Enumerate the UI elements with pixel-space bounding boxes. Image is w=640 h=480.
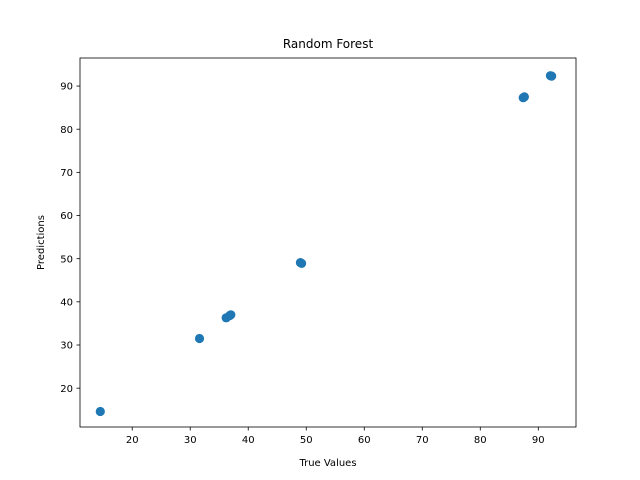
y-tick-label: 60 xyxy=(60,211,73,222)
x-tick-label: 50 xyxy=(300,435,313,446)
x-tick-label: 60 xyxy=(358,435,371,446)
y-tick-label: 20 xyxy=(60,384,73,395)
scatter-point xyxy=(547,71,557,81)
scatter-point xyxy=(194,333,205,344)
x-axis-ticks: 20 30 40 50 60 70 80 90 xyxy=(126,427,545,446)
y-tick-label: 90 xyxy=(60,82,73,93)
x-tick-label: 70 xyxy=(416,435,429,446)
y-axis-ticks: 20 30 40 50 60 70 80 90 xyxy=(60,82,80,395)
y-tick-label: 70 xyxy=(60,168,73,179)
x-tick-label: 20 xyxy=(126,435,139,446)
x-tick-label: 40 xyxy=(242,435,255,446)
x-tick-label: 80 xyxy=(474,435,487,446)
scatter-point xyxy=(297,258,307,269)
scatter-point xyxy=(226,310,236,320)
y-axis-label: Predictions xyxy=(36,215,47,270)
y-tick-label: 50 xyxy=(60,254,73,265)
scatter-point xyxy=(95,406,105,417)
points-layer xyxy=(95,71,557,417)
x-tick-label: 30 xyxy=(184,435,197,446)
y-tick-label: 80 xyxy=(60,125,73,136)
chart-title: Random Forest xyxy=(283,37,374,51)
x-tick-label: 90 xyxy=(532,435,545,446)
y-tick-label: 30 xyxy=(60,341,73,352)
y-tick-label: 40 xyxy=(60,297,73,308)
x-axis-label: True Values xyxy=(298,458,356,469)
scatter-point xyxy=(519,92,529,102)
plot-frame xyxy=(79,57,577,428)
